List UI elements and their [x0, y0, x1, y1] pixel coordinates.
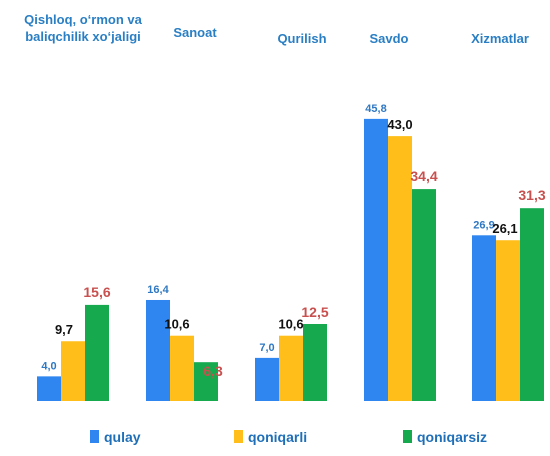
category-labels: Qishloq, o‘rmon va baliqchilik xo‘jaligi S… [24, 12, 529, 46]
data-label: 26,9 [473, 219, 494, 231]
data-label: 7,0 [259, 342, 274, 354]
category-label-line: Sanoat [173, 25, 217, 40]
bar-qoniqarsiz [303, 324, 327, 401]
data-label: 4,0 [41, 360, 56, 372]
bar-qoniqarli [496, 240, 520, 401]
data-label: 16,4 [147, 284, 169, 296]
category-label-line: Qurilish [277, 31, 326, 46]
data-label: 15,6 [83, 284, 110, 300]
data-label: 10,6 [164, 317, 189, 332]
bar-qulay [472, 235, 496, 401]
data-label: 43,0 [387, 117, 412, 132]
legend-label: qoniqarsiz [417, 429, 487, 445]
bar-qoniqarli [170, 335, 194, 401]
legend-swatch [234, 430, 243, 443]
data-label: 26,1 [492, 221, 517, 236]
bar-qoniqarli [61, 341, 85, 401]
data-label: 6,3 [203, 363, 223, 379]
bars [37, 118, 544, 401]
bar-qoniqarsiz [520, 208, 544, 401]
bar-qoniqarsiz [412, 189, 436, 401]
data-label: 10,6 [278, 317, 303, 332]
legend-swatch [403, 430, 412, 443]
legend-label: qulay [104, 429, 141, 445]
data-label: 31,3 [518, 187, 545, 203]
bar-qulay [255, 357, 279, 401]
category-label-line: Savdo [369, 31, 408, 46]
bar-qoniqarsiz [194, 362, 218, 401]
bar-qulay [146, 299, 170, 401]
legend-label: qoniqarli [248, 429, 307, 445]
category-label-line: Xizmatlar [471, 31, 529, 46]
category-label-line: baliqchilik xo‘jaligi [25, 29, 141, 44]
category-label: Sanoat [173, 25, 217, 40]
legend: qulay qoniqarli qoniqarsiz [90, 429, 487, 445]
bar-qulay [364, 118, 388, 401]
category-label: Savdo [369, 31, 408, 46]
bar-qoniqarli [279, 335, 303, 401]
bar-qoniqarli [388, 136, 412, 401]
value-labels: 4,0 16,4 7,0 45,8 26,9 9,7 10,6 10,6 43,0 26,1 15,… [41, 103, 545, 379]
data-label: 12,5 [301, 304, 328, 320]
category-label-line: Qishloq, o‘rmon va [24, 12, 143, 27]
bar-qulay [37, 376, 61, 401]
legend-swatch [90, 430, 99, 443]
category-label: Xizmatlar [471, 31, 529, 46]
category-label: Qurilish [277, 31, 326, 46]
category-label: Qishloq, o‘rmon va baliqchilik xo‘jaligi [24, 12, 143, 44]
data-label: 9,7 [55, 322, 73, 337]
bar-qoniqarsiz [85, 304, 109, 401]
data-label: 34,4 [410, 168, 437, 184]
data-label: 45,8 [365, 103, 386, 115]
